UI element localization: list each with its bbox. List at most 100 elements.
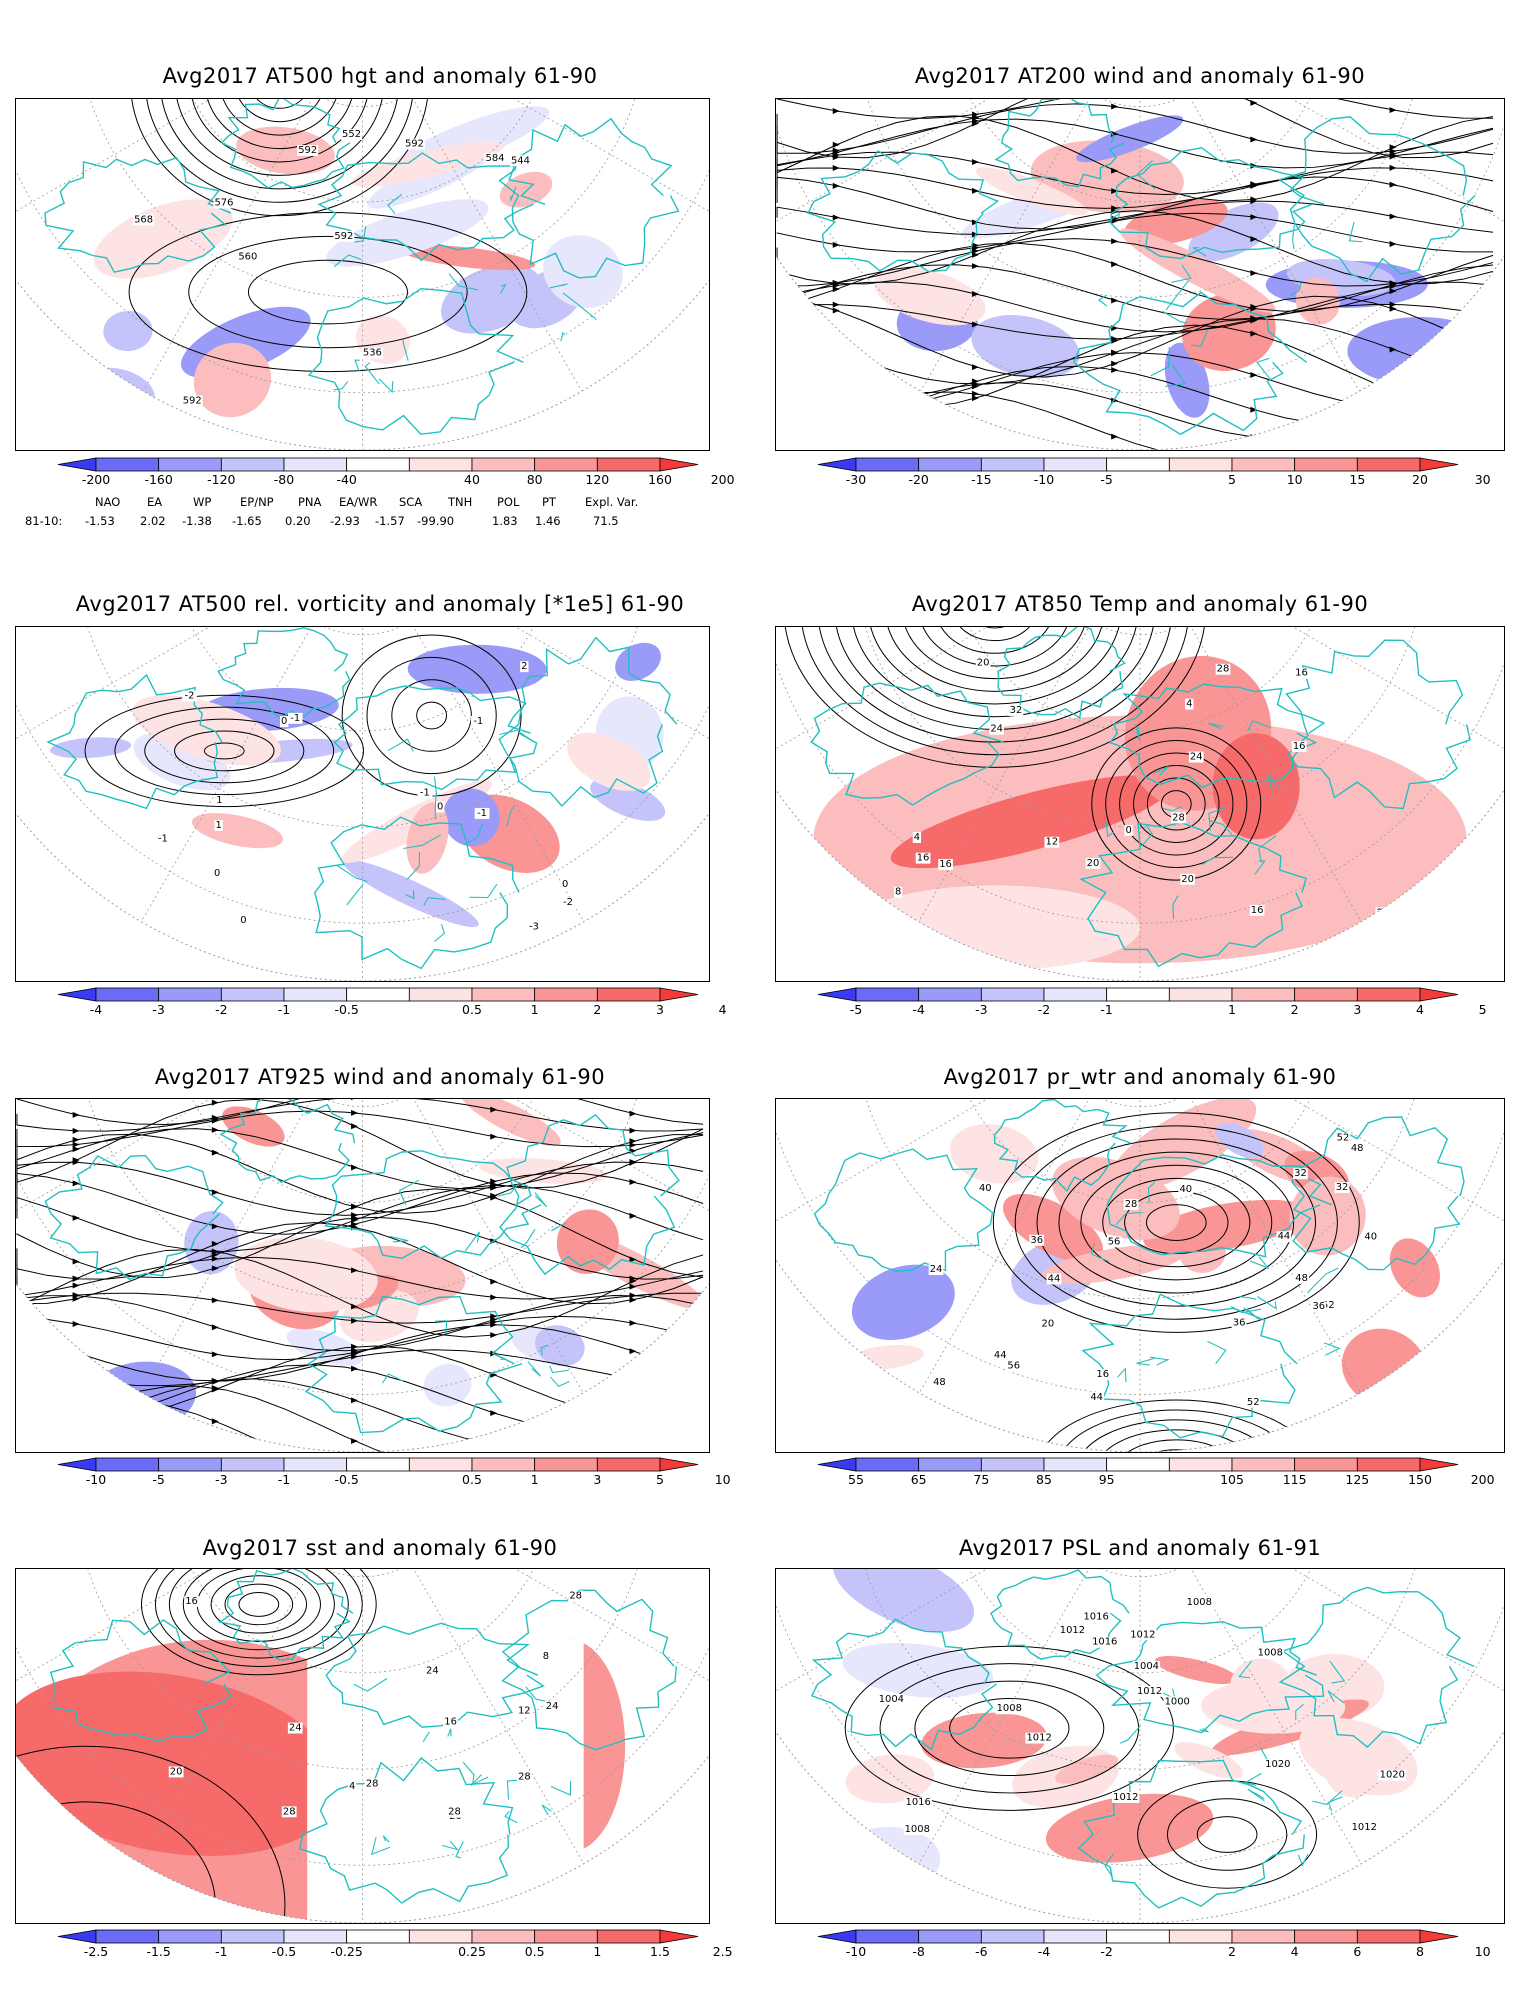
anomaly-layer	[85, 1099, 707, 1432]
streamline-arrow	[832, 152, 840, 159]
contour-label: 28	[1172, 812, 1185, 823]
map-frame	[15, 1098, 710, 1453]
coastline	[501, 1589, 678, 1751]
colorbar-box	[471, 1457, 536, 1472]
colorbar-box	[408, 1457, 473, 1472]
streamline-arrow	[1250, 198, 1258, 205]
colorbar-graphic	[57, 1929, 699, 1944]
colorbar-box	[346, 1457, 410, 1472]
contour-label-bg	[1256, 1647, 1285, 1659]
contour-label-bg	[1276, 1231, 1292, 1243]
country-border	[333, 254, 362, 268]
country-border	[448, 273, 479, 291]
tc-header-pol: POL	[497, 495, 520, 509]
colorbar-box	[95, 1457, 160, 1472]
streamline-arrow	[832, 241, 840, 248]
country-border	[1307, 1267, 1339, 1294]
country-border	[398, 1179, 420, 1205]
colorbar-box	[471, 1929, 536, 1944]
isotherm	[1133, 765, 1220, 843]
colorbar-box	[1231, 457, 1296, 472]
map-frame: 0 0 0 -1 -1 -1 -2 -2 -3 1 1 2 0 0 -1 -1	[15, 626, 710, 982]
contour-label-bg	[1025, 1732, 1053, 1744]
height-contour	[128, 212, 528, 373]
country-border	[1348, 221, 1363, 243]
panel-at850-temp: Avg2017 AT850 Temp and anomaly 61-90 16 2…	[760, 560, 1520, 1030]
colorbar-tick-label: 85	[1036, 1472, 1052, 1487]
coastline	[990, 1569, 1130, 1660]
colorbar-tick-label: 55	[848, 1472, 864, 1487]
anomaly-layer	[50, 642, 666, 928]
streamline-arrow	[1250, 437, 1258, 444]
contour-label: 1008	[1258, 1648, 1283, 1659]
contour-label: -1	[158, 833, 168, 844]
country-border	[1199, 1728, 1209, 1733]
country-border	[1257, 1296, 1277, 1310]
colorbar-tick-label: 125	[1345, 1472, 1370, 1487]
contour-label: 20	[170, 1766, 183, 1777]
streamline	[776, 412, 1494, 450]
contour-label: 1012	[1113, 1792, 1138, 1803]
colorbar-box	[1294, 457, 1358, 472]
panel-title: Avg2017 AT500 hgt and anomaly 61-90	[162, 64, 598, 88]
contour-label-bg	[1294, 667, 1309, 679]
streamline-arrow	[211, 1385, 219, 1392]
colorbar-tick-label: 105	[1220, 1472, 1244, 1487]
contour-label: 2	[521, 661, 527, 672]
panel-at200-wind: Avg2017 AT200 wind and anomaly 61-90 -30…	[760, 0, 1520, 560]
meridian-line	[776, 1099, 1141, 1232]
anomaly-shading	[356, 315, 410, 364]
contour-label-bg	[133, 214, 155, 226]
country-border	[1295, 1703, 1304, 1721]
contour-label-bg	[1085, 857, 1101, 869]
colorbar-box	[471, 457, 536, 472]
isotherm	[918, 627, 1071, 667]
meridian-line	[140, 1569, 363, 1864]
contour-label-bg	[1040, 1318, 1056, 1330]
contour-label: 48	[1351, 1143, 1364, 1154]
colorbar-box	[220, 1929, 285, 1944]
colorbar-box	[1106, 1929, 1170, 1944]
country-border	[464, 823, 484, 846]
contour-label: 52	[1247, 1397, 1260, 1408]
streamline-arrow	[72, 1423, 80, 1430]
anomaly-shading	[567, 732, 651, 791]
meridian-line	[362, 99, 709, 231]
streamline-arrow	[211, 1223, 219, 1230]
sst-contour	[238, 1591, 280, 1617]
contour-label: 592	[405, 139, 424, 150]
contour-label: 16	[1293, 741, 1306, 752]
tc-value-tnh: -99.90	[417, 514, 455, 528]
colorbar-tick-label: 40	[464, 472, 480, 487]
streamline-arrow	[629, 1138, 637, 1145]
streamline-arrow	[1389, 164, 1397, 171]
anomaly-shading	[1119, 228, 1276, 313]
contour-label-bg	[287, 1722, 303, 1734]
contour-label: 24	[1190, 752, 1203, 763]
contour-label: 1004	[1134, 1661, 1159, 1672]
contour-label: 592	[298, 145, 317, 156]
colorbar-box	[1356, 1929, 1421, 1944]
colorbar-box	[855, 987, 920, 1002]
streamline-arrow	[1111, 167, 1119, 174]
streamline-arrow	[1111, 350, 1119, 357]
contour-label-bg	[989, 723, 1005, 735]
streamline-arrow	[351, 1099, 359, 1101]
contour-label-bg	[1245, 1396, 1261, 1408]
contour-label: 36	[1312, 1301, 1325, 1312]
streamline-arrow	[490, 1194, 498, 1201]
contour-label-bg	[184, 1595, 199, 1607]
country-border	[346, 883, 364, 906]
country-border	[560, 331, 566, 342]
contour-label-bg	[541, 1651, 551, 1662]
anomaly-shading	[222, 1106, 285, 1147]
country-border	[504, 1811, 518, 1824]
streamline-arrow	[490, 1106, 498, 1113]
country-border	[402, 338, 409, 361]
colorbar-arrow-high	[1419, 987, 1459, 1002]
tc-header-pna: PNA	[298, 495, 322, 509]
contour-label: -1	[420, 788, 430, 799]
streamline	[16, 1133, 704, 1214]
contour-label: 4	[349, 1781, 355, 1792]
country-border	[1267, 773, 1281, 793]
